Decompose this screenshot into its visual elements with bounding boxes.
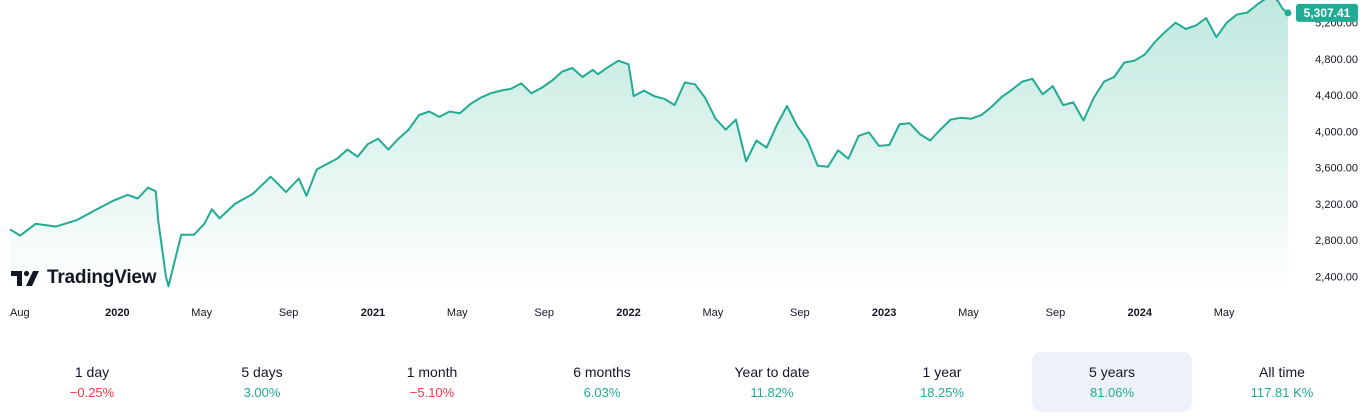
period-tab[interactable]: All time 117.81 K% <box>1202 352 1362 412</box>
period-change-value: 3.00% <box>243 384 281 400</box>
y-axis-tick: 2,800.00 <box>1315 235 1358 247</box>
x-axis-tick: 2024 <box>1128 307 1153 319</box>
y-axis-tick: 3,600.00 <box>1315 163 1358 175</box>
period-change-value: 18.25% <box>919 384 965 400</box>
period-change-value: 6.03% <box>583 384 621 400</box>
period-tab[interactable]: 6 months 6.03% <box>522 352 682 412</box>
x-axis-tick: Aug <box>10 307 30 319</box>
last-price-badge <box>1296 3 1358 22</box>
tradingview-logo[interactable]: TradingView <box>11 267 157 289</box>
x-axis-tick: May <box>703 307 724 319</box>
x-axis-tick: Sep <box>790 307 810 319</box>
x-axis-tick: Sep <box>534 307 554 319</box>
period-change-value: −0.25% <box>69 384 115 400</box>
y-axis-tick: 2,400.00 <box>1315 271 1358 283</box>
period-tab[interactable]: 5 years 81.06% <box>1032 352 1192 412</box>
tradingview-logo-text: TradingView <box>47 267 157 288</box>
period-change-value: 81.06% <box>1089 384 1135 400</box>
price-line <box>9 0 1289 288</box>
price-area-fill <box>10 0 1288 290</box>
last-price-label: 5,307.41 <box>1304 6 1351 20</box>
period-change-value: 117.81 K% <box>1250 384 1314 400</box>
x-axis-tick: 2021 <box>361 307 385 319</box>
x-axis-tick: May <box>1214 307 1235 319</box>
x-axis-tick: Sep <box>279 307 299 319</box>
tradingview-logo-icon <box>11 270 39 286</box>
period-tab[interactable]: 1 day −0.25% <box>12 352 172 412</box>
x-axis-tick: 2020 <box>105 307 129 319</box>
period-tab[interactable]: Year to date 11.82% <box>692 352 852 412</box>
y-axis-tick: 4,800.00 <box>1315 54 1358 66</box>
period-label: 1 day <box>74 363 110 380</box>
period-tab[interactable]: 1 year 18.25% <box>862 352 1022 412</box>
period-label: 5 days <box>241 363 283 380</box>
x-axis-tick: 2022 <box>616 307 640 319</box>
x-axis-tick: Sep <box>1046 307 1066 319</box>
period-label: 1 month <box>406 363 458 380</box>
chart-canvas[interactable]: 2,400.00 2,800.00 3,200.00 3,600.00 4,000.00… <box>0 0 1366 330</box>
period-label: All time <box>1259 363 1305 380</box>
period-change-value: 11.82% <box>750 384 794 400</box>
y-axis-tick: 3,200.00 <box>1315 199 1358 211</box>
price-chart[interactable]: 2,400.00 2,800.00 3,200.00 3,600.00 4,000.00… <box>0 0 1366 330</box>
period-label: 6 months <box>573 363 631 380</box>
period-label: 5 years <box>1089 363 1135 380</box>
x-axis-tick: 2023 <box>872 307 896 319</box>
x-axis-tick: May <box>447 307 468 319</box>
period-selector: 1 day −0.25% 5 days 3.00% 1 month −5.10% 6 mon… <box>0 352 1366 412</box>
last-price-marker <box>1284 9 1292 17</box>
y-axis-tick: 4,400.00 <box>1315 90 1358 102</box>
period-tab[interactable]: 5 days 3.00% <box>182 352 342 412</box>
period-label: Year to date <box>734 363 810 380</box>
x-axis-tick: May <box>191 307 212 319</box>
y-axis-tick: 4,000.00 <box>1315 126 1358 138</box>
period-label: 1 year <box>922 363 962 380</box>
period-change-value: −5.10% <box>409 384 455 400</box>
period-tab[interactable]: 1 month −5.10% <box>352 352 512 412</box>
x-axis-tick: May <box>958 307 979 319</box>
